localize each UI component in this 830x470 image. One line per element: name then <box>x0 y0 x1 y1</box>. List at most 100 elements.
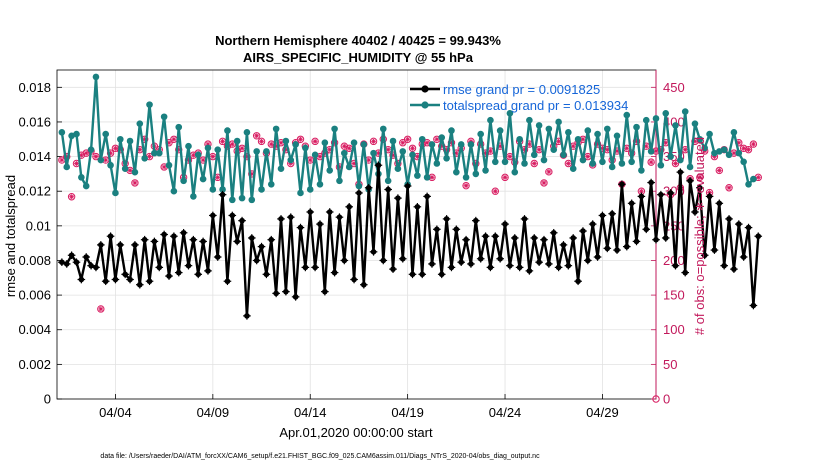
data-point <box>341 149 348 157</box>
x-tick-label: 04/14 <box>294 405 327 420</box>
data-point <box>106 232 115 241</box>
data-point <box>92 73 100 81</box>
data-point <box>184 261 193 270</box>
data-point <box>63 163 71 171</box>
data-point <box>413 202 422 211</box>
obs-marker <box>97 305 105 313</box>
x-tick-label: 04/04 <box>99 405 132 420</box>
data-point <box>175 123 183 131</box>
data-point <box>360 141 368 148</box>
data-point <box>549 228 558 237</box>
data-point <box>633 123 640 131</box>
data-point <box>170 187 178 195</box>
data-point <box>277 215 285 223</box>
data-point <box>666 189 675 197</box>
obs-marker <box>403 135 412 143</box>
data-point <box>126 275 134 284</box>
data-point <box>706 130 713 138</box>
data-point <box>550 146 558 153</box>
data-point <box>588 220 597 228</box>
data-point <box>296 223 305 232</box>
data-point <box>696 135 704 143</box>
data-point <box>150 237 159 246</box>
data-point <box>204 144 212 152</box>
data-point <box>671 261 680 270</box>
data-point <box>467 141 475 148</box>
data-point <box>331 125 338 133</box>
data-point <box>593 253 602 261</box>
data-point <box>496 254 504 263</box>
data-point <box>262 270 271 279</box>
data-point <box>535 122 543 129</box>
data-point <box>433 225 441 234</box>
data-point <box>131 241 139 249</box>
data-point <box>72 258 81 267</box>
y-axis-right-label: # of obs: o=possible; ∗=evaluated <box>692 137 707 335</box>
data-point <box>589 160 596 167</box>
data-point <box>554 263 563 272</box>
data-point <box>219 186 226 193</box>
data-point <box>136 120 144 127</box>
obs-marker <box>92 152 100 161</box>
data-point <box>491 158 499 166</box>
data-point <box>745 180 752 188</box>
data-point <box>560 151 567 159</box>
data-point <box>433 160 441 167</box>
data-point <box>272 125 280 133</box>
data-point <box>744 223 753 232</box>
data-point <box>730 265 738 273</box>
x-tick-label: 04/24 <box>489 405 522 420</box>
data-point <box>657 161 665 169</box>
y-axis-label: rmse and totalspread <box>3 175 18 297</box>
obs-marker <box>671 159 680 168</box>
obs-marker <box>311 137 319 146</box>
data-point <box>555 118 562 126</box>
data-point <box>574 277 582 286</box>
data-point <box>423 192 431 201</box>
data-point <box>252 256 261 265</box>
data-point <box>487 116 494 124</box>
data-point <box>92 263 100 272</box>
data-point <box>228 211 237 220</box>
data-point <box>438 134 446 141</box>
data-point <box>579 227 587 235</box>
data-point <box>667 153 674 160</box>
data-point <box>701 144 708 152</box>
data-point <box>180 177 187 185</box>
data-point <box>282 287 290 296</box>
data-point <box>369 248 378 256</box>
data-point <box>160 113 168 121</box>
data-point <box>238 194 246 202</box>
data-point <box>379 256 388 265</box>
data-point <box>190 193 197 200</box>
data-point <box>486 263 495 272</box>
data-point <box>750 175 757 183</box>
data-point <box>258 186 265 193</box>
data-point <box>209 211 217 220</box>
data-point <box>642 225 651 234</box>
data-point <box>345 163 353 171</box>
data-point <box>476 254 485 263</box>
data-point <box>229 196 236 204</box>
data-point <box>428 141 436 148</box>
data-point <box>111 275 120 284</box>
data-point <box>267 235 276 244</box>
data-point <box>452 225 461 234</box>
data-point <box>598 211 607 220</box>
data-point <box>735 149 743 157</box>
data-point <box>637 192 646 201</box>
data-point <box>311 151 319 159</box>
legend-totalspread-label: totalspread grand pr = 0.013934 <box>443 98 628 113</box>
data-point <box>394 194 402 202</box>
data-point <box>462 235 470 244</box>
obs-marker <box>82 149 90 157</box>
obs-marker <box>252 132 261 140</box>
data-point <box>199 237 207 246</box>
data-point <box>286 213 295 221</box>
data-point <box>740 158 747 166</box>
data-point <box>291 293 300 301</box>
data-point <box>330 268 339 277</box>
data-point <box>472 170 480 178</box>
legend-rmse-label: rmse grand pr = 0.0091825 <box>443 82 600 97</box>
